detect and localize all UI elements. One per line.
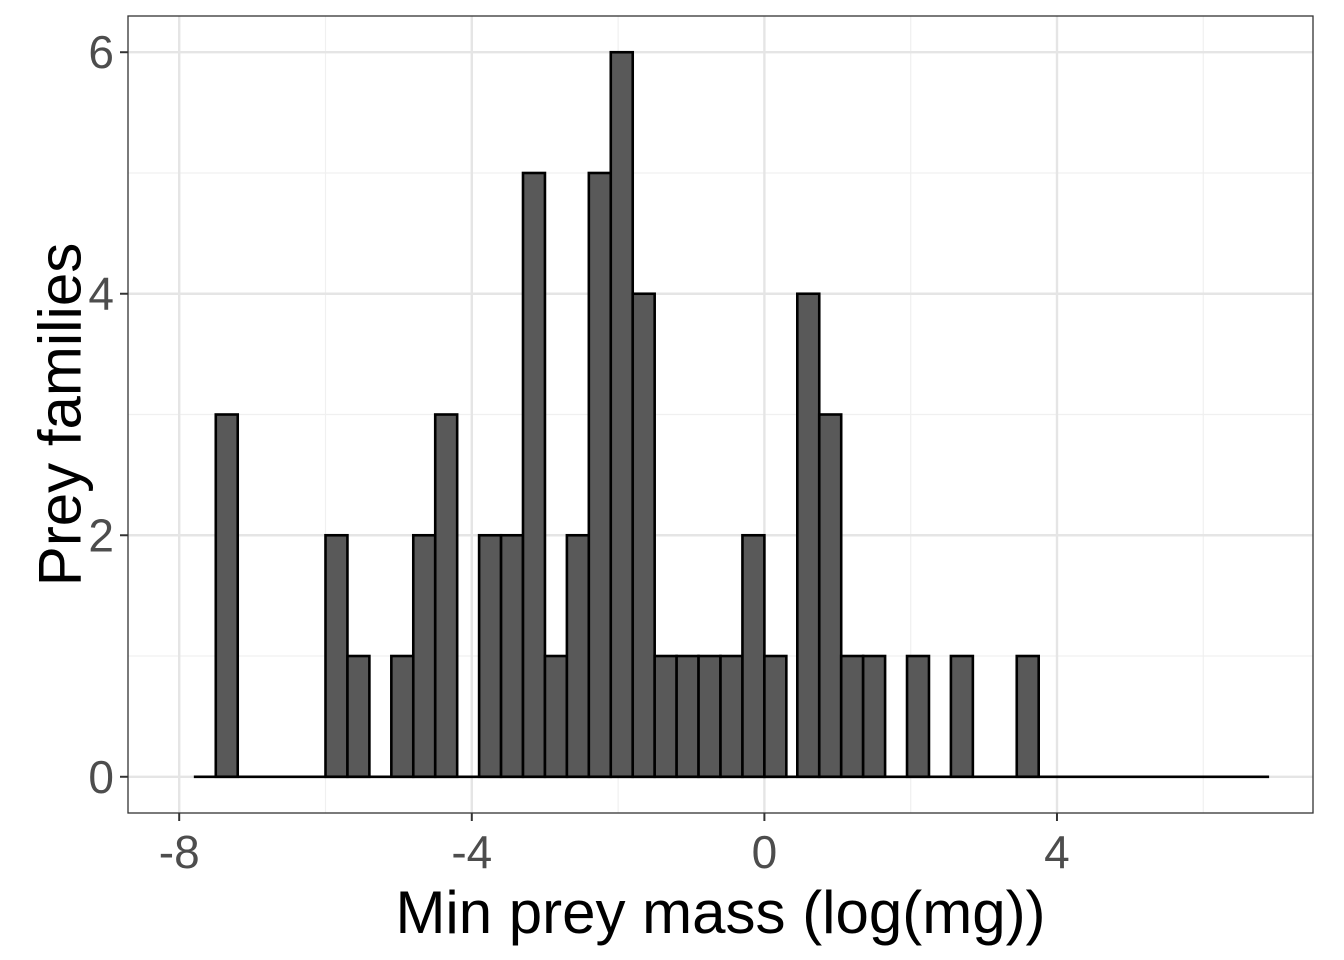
histogram-bar <box>411 533 437 779</box>
histogram-bar <box>763 654 788 779</box>
histogram-bar <box>499 533 525 779</box>
x-axis-title: Min prey mass (log(mg)) <box>395 879 1045 946</box>
histogram-bar <box>719 654 744 779</box>
histogram-bar <box>861 654 887 779</box>
histogram-bar <box>433 413 459 779</box>
histogram-bar <box>214 413 240 779</box>
histogram-bar <box>390 654 415 779</box>
y-tick-label: 6 <box>88 26 114 78</box>
histogram-bar <box>346 654 371 779</box>
y-axis-ticks: 0 2 4 6 <box>88 26 128 803</box>
histogram-bar <box>521 171 547 779</box>
histogram-bar <box>565 533 591 779</box>
x-tick-label: 0 <box>752 826 778 878</box>
histogram-bar <box>587 171 613 779</box>
histogram-bar <box>741 533 766 779</box>
histogram-bar <box>653 654 678 779</box>
histogram-bar <box>796 292 821 779</box>
y-tick-label: 0 <box>88 751 114 803</box>
x-tick-label: -4 <box>451 826 492 878</box>
histogram-bar <box>675 654 700 779</box>
x-tick-label: 4 <box>1044 826 1070 878</box>
histogram-bar <box>631 292 656 779</box>
histogram-bar <box>949 654 975 779</box>
histogram-bar <box>1015 654 1040 779</box>
histogram-bar <box>543 654 569 779</box>
x-tick-label: -8 <box>159 826 200 878</box>
histogram-bar <box>905 654 931 779</box>
histogram-bar <box>839 654 865 779</box>
y-tick-label: 4 <box>88 268 114 320</box>
panel-border <box>127 15 1314 814</box>
histogram-bar <box>324 533 349 779</box>
y-tick-label: 2 <box>88 509 114 561</box>
histogram-bar <box>477 533 503 779</box>
y-axis-title: Prey families <box>27 243 94 586</box>
histogram-bar <box>697 654 722 779</box>
histogram-bar <box>609 50 635 779</box>
histogram-bar <box>817 413 843 779</box>
x-axis-ticks: -8 -4 0 4 <box>159 813 1070 878</box>
